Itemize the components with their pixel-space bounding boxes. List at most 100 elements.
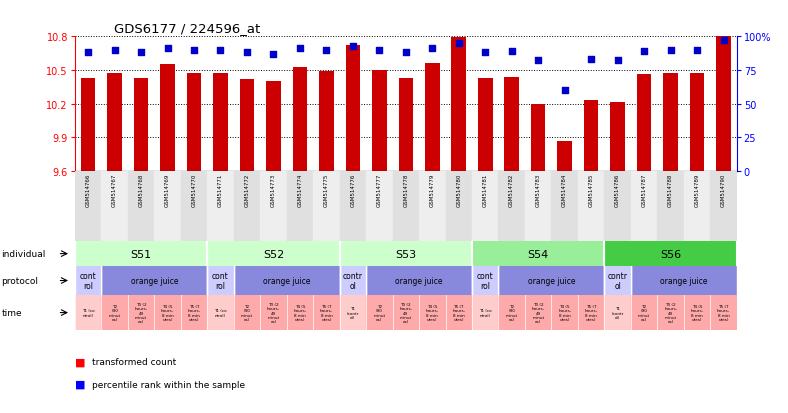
Bar [419,295,445,330]
Bar [180,171,207,242]
Point [400,50,412,57]
Text: T5 (7
hours,
8 min
utes): T5 (7 hours, 8 min utes) [452,304,465,321]
Bar [128,171,154,242]
Point [532,58,545,64]
Text: T3 (2
hours,
49
minut
es): T3 (2 hours, 49 minut es) [664,302,677,323]
Bar [260,295,287,330]
Bar [266,82,281,171]
Bar [557,141,572,171]
Bar [260,171,287,242]
Text: T4 (5
hours,
8 min
utes): T4 (5 hours, 8 min utes) [690,304,704,321]
Bar [419,171,445,242]
Text: orange juice: orange juice [396,276,443,285]
Text: GSM514777: GSM514777 [377,173,382,207]
Point [135,50,147,57]
Bar [102,171,128,242]
Point [347,43,359,50]
Text: GSM514778: GSM514778 [403,173,408,207]
Point [559,88,571,94]
Text: individual: individual [2,249,46,259]
Bar [611,103,625,171]
Text: GSM514775: GSM514775 [324,173,329,207]
Point [664,47,677,54]
Text: S54: S54 [528,249,548,259]
Point [320,47,333,54]
Bar [392,295,419,330]
Bar [366,266,472,295]
Text: cont
rol: cont rol [80,271,96,290]
Point [479,50,492,57]
Bar [366,171,392,242]
Bar [102,295,128,330]
Text: T5 (7
hours,
8 min
utes): T5 (7 hours, 8 min utes) [585,304,597,321]
Text: T4 (5
hours,
8 min
utes): T4 (5 hours, 8 min utes) [558,304,571,321]
Bar [128,295,154,330]
Text: GSM514766: GSM514766 [86,173,91,207]
Bar [604,242,737,266]
Bar [604,295,631,330]
Bar [631,295,657,330]
Text: GSM514787: GSM514787 [641,173,647,207]
Bar [340,242,472,266]
Bar [75,295,102,330]
Text: GSM514776: GSM514776 [351,173,355,207]
Text: GSM514786: GSM514786 [615,173,620,207]
Text: T1
(contr
ol): T1 (contr ol) [611,306,624,319]
Text: cont
rol: cont rol [477,271,493,290]
Point [426,46,439,52]
Bar [472,171,499,242]
Bar [207,171,234,242]
Text: T5 (7
hours,
8 min
utes): T5 (7 hours, 8 min utes) [717,304,730,321]
Bar [102,266,207,295]
Point [240,50,253,57]
Bar [578,295,604,330]
Text: GSM514780: GSM514780 [456,173,461,207]
Text: T2
(90
minut
es): T2 (90 minut es) [109,304,121,321]
Bar [75,242,207,266]
Text: orange juice: orange juice [528,276,575,285]
Text: GSM514790: GSM514790 [721,173,726,207]
Text: T2
(90
minut
es): T2 (90 minut es) [241,304,253,321]
Text: GSM514781: GSM514781 [483,173,488,207]
Text: GDS6177 / 224596_at: GDS6177 / 224596_at [114,22,261,35]
Text: GSM514769: GSM514769 [165,173,170,207]
Bar [604,266,631,295]
Point [717,38,730,45]
Text: GSM514768: GSM514768 [139,173,143,207]
Text: GSM514771: GSM514771 [218,173,223,207]
Bar [631,171,657,242]
Bar [499,295,525,330]
Bar [287,295,313,330]
Text: GSM514770: GSM514770 [191,173,196,207]
Bar [499,266,604,295]
Point [637,49,650,55]
Bar [445,171,472,242]
Text: T2
(90
minut
es): T2 (90 minut es) [638,304,650,321]
Bar [578,171,604,242]
Text: T3 (2
hours,
49
minut
es): T3 (2 hours, 49 minut es) [267,302,280,323]
Bar [710,295,737,330]
Bar [392,171,419,242]
Bar [499,171,525,242]
Point [691,47,704,54]
Bar [160,65,175,171]
Text: T1 (co
ntrol): T1 (co ntrol) [479,309,492,317]
Bar [631,266,737,295]
Text: T2
(90
minut
es): T2 (90 minut es) [506,304,518,321]
Bar [313,295,340,330]
Bar [180,295,207,330]
Bar [525,295,552,330]
Text: orange juice: orange juice [660,276,708,285]
Bar [372,71,387,171]
Text: GSM514779: GSM514779 [429,173,435,207]
Text: transformed count: transformed count [92,357,177,366]
Bar [366,295,392,330]
Bar [207,242,340,266]
Text: ■: ■ [75,356,85,366]
Text: GSM514785: GSM514785 [589,173,593,207]
Bar [207,295,234,330]
Bar [504,78,519,171]
Point [611,58,624,64]
Bar [663,74,678,171]
Bar [154,171,180,242]
